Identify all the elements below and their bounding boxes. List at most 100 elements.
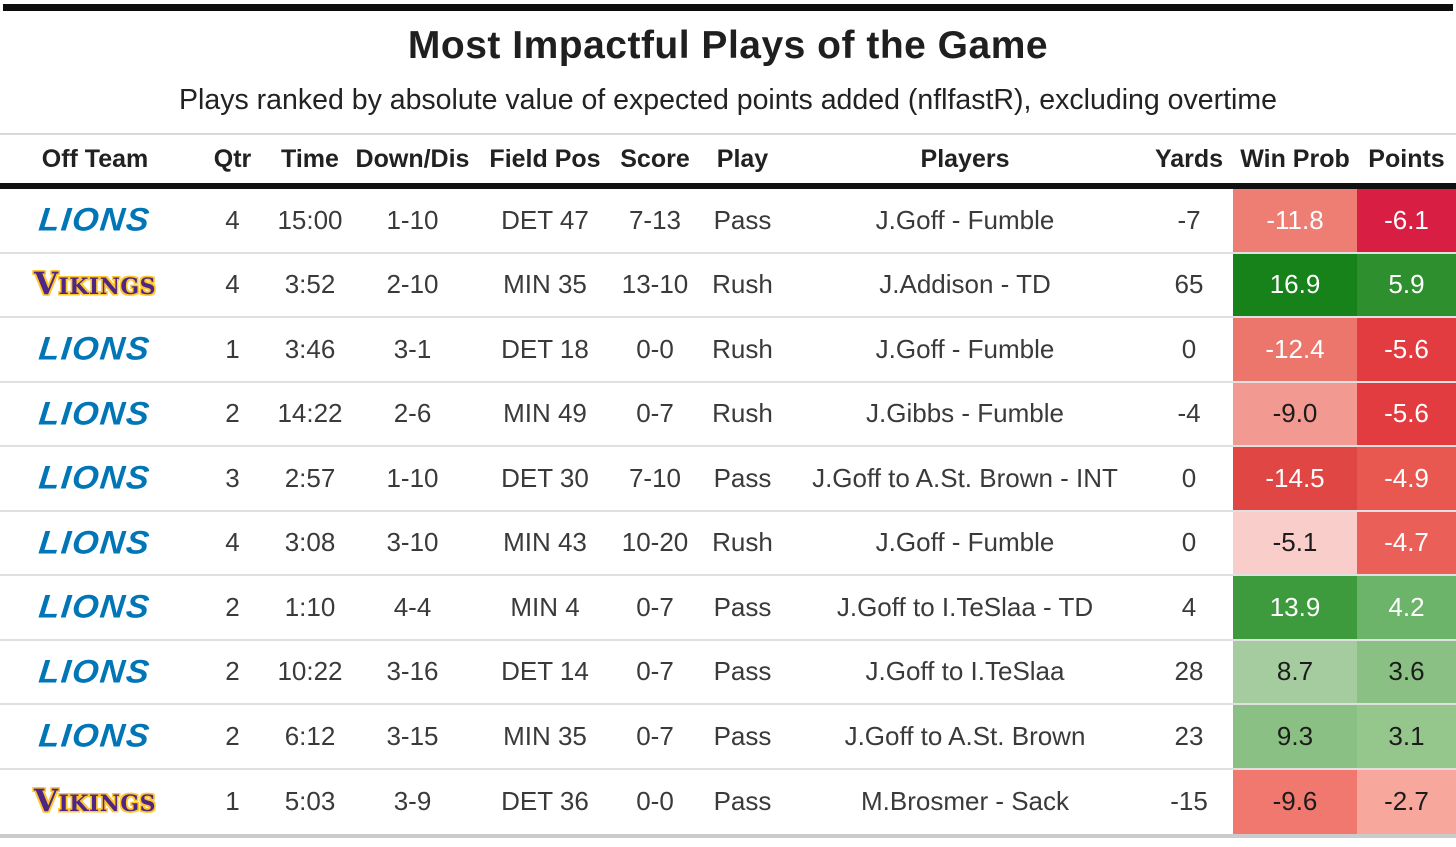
cell-time: 2:57	[284, 462, 336, 493]
lions-logo: LIONS	[37, 202, 153, 239]
cell-time: 3:08	[284, 527, 336, 558]
cell-down-dis: 1-10	[386, 462, 439, 493]
cell-field-pos: DET 30	[501, 462, 589, 493]
cell-yards: 4	[1181, 591, 1197, 622]
column-header-time: Time	[281, 144, 339, 173]
cell-off-team: LIONS	[0, 641, 190, 704]
cell-win-prob: -14.5	[1233, 447, 1357, 510]
cell-points: -5.6	[1357, 382, 1456, 445]
cell-down-dis: 3-9	[393, 786, 432, 817]
cell-points: -5.6	[1357, 318, 1456, 381]
column-header-field-pos: Field Pos	[489, 144, 601, 173]
cell-time: 10:22	[277, 656, 343, 687]
table-row: LIONS 2 1:10 4-4 MIN 4 0-7 Pass J.Goff to I.TeS…	[0, 576, 1456, 641]
cell-qtr: 1	[225, 333, 240, 364]
column-header-points: Points	[1368, 144, 1445, 173]
header-bottom-rule	[0, 183, 1456, 189]
cell-off-team: Vikings	[0, 254, 190, 317]
lions-logo: LIONS	[37, 589, 153, 626]
cell-qtr: 4	[225, 269, 240, 300]
column-header-off-team: Off Team	[41, 144, 149, 173]
cell-qtr: 2	[225, 591, 240, 622]
cell-play: Pass	[713, 591, 772, 622]
cell-time: 1:10	[284, 591, 336, 622]
cell-score: 0-7	[636, 591, 674, 622]
cell-win-prob: 9.3	[1233, 705, 1357, 768]
cell-score: 13-10	[621, 269, 689, 300]
cell-field-pos: DET 47	[501, 204, 589, 235]
header-top-rule	[0, 133, 1456, 135]
cell-off-team: LIONS	[0, 383, 190, 446]
cell-qtr: 2	[225, 720, 240, 751]
cell-play: Pass	[713, 786, 772, 817]
cell-field-pos: MIN 43	[503, 527, 587, 558]
cell-score: 0-7	[636, 720, 674, 751]
page-title: Most Impactful Plays of the Game	[407, 24, 1049, 67]
column-header-qtr: Qtr	[213, 144, 252, 173]
cell-qtr: 2	[225, 656, 240, 687]
cell-qtr: 2	[225, 398, 240, 429]
cell-play: Pass	[713, 462, 772, 493]
column-header-score: Score	[620, 144, 690, 173]
cell-yards: 0	[1181, 527, 1197, 558]
cell-players: J.Goff - Fumble	[875, 333, 1055, 364]
cell-down-dis: 3-16	[386, 656, 439, 687]
table-row: LIONS 2 6:12 3-15 MIN 35 0-7 Pass J.Goff to A.S…	[0, 705, 1456, 770]
table-row: LIONS 4 3:08 3-10 MIN 43 10-20 Rush J.Goff - Fu…	[0, 511, 1456, 576]
cell-win-prob: -9.6	[1233, 769, 1357, 834]
table-body: LIONS 4 15:00 1-10 DET 47 7-13 Pass J.Goff - Fu…	[0, 189, 1456, 834]
cell-off-team: LIONS	[0, 512, 190, 575]
cell-off-team: Vikings	[0, 770, 190, 835]
cell-players: J.Gibbs - Fumble	[866, 398, 1064, 429]
table-row: LIONS 2 14:22 2-6 MIN 49 0-7 Rush J.Gibbs - Fum…	[0, 382, 1456, 447]
cell-field-pos: DET 36	[501, 786, 589, 817]
cell-down-dis: 1-10	[386, 204, 439, 235]
cell-players: J.Goff - Fumble	[875, 527, 1055, 558]
table-row: LIONS 1 3:46 3-1 DET 18 0-0 Rush J.Goff - Fumbl…	[0, 318, 1456, 383]
cell-win-prob: 13.9	[1233, 576, 1357, 639]
cell-field-pos: DET 14	[501, 656, 589, 687]
cell-play: Rush	[712, 527, 773, 558]
cell-players: J.Goff to I.TeSlaa	[865, 656, 1065, 687]
lions-logo: LIONS	[37, 718, 153, 755]
cell-field-pos: MIN 35	[503, 269, 587, 300]
cell-field-pos: MIN 4	[510, 591, 580, 622]
cell-win-prob: 8.7	[1233, 640, 1357, 703]
cell-down-dis: 4-4	[393, 591, 432, 622]
cell-score: 0-0	[636, 333, 674, 364]
vikings-logo: Vikings	[33, 266, 157, 303]
cell-down-dis: 3-10	[386, 527, 439, 558]
cell-yards: -7	[1177, 204, 1201, 235]
cell-off-team: LIONS	[0, 447, 190, 510]
cell-players: J.Goff - Fumble	[875, 204, 1055, 235]
cell-time: 14:22	[277, 398, 343, 429]
cell-points: 3.6	[1357, 640, 1456, 703]
lions-logo: LIONS	[37, 460, 153, 497]
cell-win-prob: -12.4	[1233, 318, 1357, 381]
top-border-rule	[3, 4, 1453, 11]
cell-points: -6.1	[1357, 189, 1456, 252]
cell-field-pos: DET 18	[501, 333, 589, 364]
lions-logo: LIONS	[37, 653, 153, 690]
lions-logo: LIONS	[37, 524, 153, 561]
cell-play: Pass	[713, 720, 772, 751]
cell-points: -4.9	[1357, 447, 1456, 510]
cell-win-prob: -5.1	[1233, 511, 1357, 574]
cell-score: 0-7	[636, 656, 674, 687]
cell-time: 6:12	[284, 720, 336, 751]
cell-down-dis: 3-1	[393, 333, 432, 364]
cell-play: Pass	[713, 204, 772, 235]
column-header-play: Play	[716, 144, 769, 173]
cell-qtr: 4	[225, 204, 240, 235]
cell-time: 5:03	[284, 786, 336, 817]
table-row: LIONS 2 10:22 3-16 DET 14 0-7 Pass J.Goff to I.…	[0, 640, 1456, 705]
cell-win-prob: -9.0	[1233, 382, 1357, 445]
cell-time: 3:52	[284, 269, 336, 300]
cell-score: 0-7	[636, 398, 674, 429]
cell-score: 10-20	[621, 527, 689, 558]
column-header-down-dis: Down/Dis	[355, 144, 470, 173]
cell-win-prob: -11.8	[1233, 189, 1357, 252]
cell-off-team: LIONS	[0, 705, 190, 768]
lions-logo: LIONS	[37, 395, 153, 432]
cell-off-team: LIONS	[0, 576, 190, 639]
